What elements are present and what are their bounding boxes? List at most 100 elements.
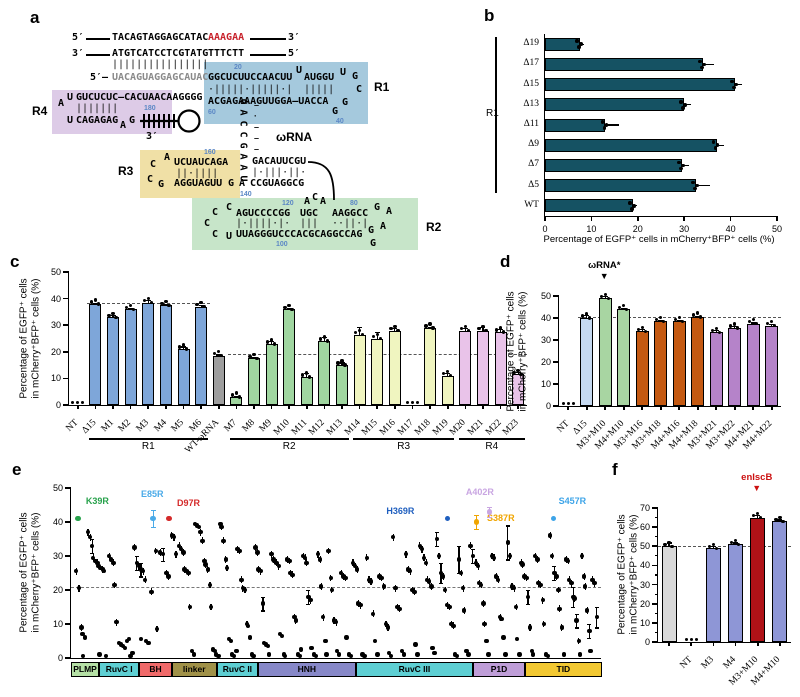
x-tick-label: 0 bbox=[542, 224, 548, 234]
bar-M2 bbox=[124, 309, 137, 405]
error-bar-cap bbox=[713, 330, 719, 332]
scatter-point bbox=[95, 560, 100, 565]
y-tick-mark bbox=[553, 405, 559, 407]
replicate-dot bbox=[679, 166, 683, 171]
bar-M4 bbox=[159, 305, 172, 405]
x-tick-mark bbox=[756, 642, 759, 646]
scatter-point bbox=[306, 594, 311, 599]
error-bar bbox=[586, 314, 588, 321]
x-tick-mark bbox=[94, 405, 97, 409]
sequence-text: |·|||·||· bbox=[252, 167, 307, 178]
scatter-point bbox=[79, 625, 84, 630]
sequence-text: C bbox=[226, 202, 233, 213]
region-label-R4: R4 bbox=[32, 104, 48, 118]
scatter-point bbox=[191, 652, 197, 657]
scatter-point bbox=[588, 649, 593, 654]
x-category-text: M4+M18 bbox=[667, 418, 701, 452]
replicate-dot bbox=[71, 401, 75, 405]
bar-M4+M10 bbox=[772, 521, 788, 642]
scatter-point bbox=[556, 587, 561, 593]
x-tick-mark bbox=[590, 216, 593, 221]
x-category-text: M15 bbox=[360, 417, 381, 438]
scatter-point bbox=[153, 548, 158, 554]
scatter-point bbox=[423, 560, 429, 565]
y-tick-label: 20 bbox=[50, 346, 61, 357]
y-tick-mark bbox=[553, 317, 559, 319]
x-tick-mark bbox=[499, 405, 502, 409]
y-category-label: Δ5 bbox=[528, 179, 539, 190]
sequence-text: 3′ bbox=[72, 48, 85, 59]
scatter-point bbox=[554, 574, 559, 579]
replicate-dot bbox=[734, 82, 739, 87]
replicate-dot bbox=[677, 315, 681, 319]
scatter-point bbox=[401, 652, 407, 657]
replicate-dot bbox=[360, 332, 365, 337]
replicate-dot bbox=[733, 322, 737, 326]
x-category-text: M5 bbox=[169, 417, 187, 435]
replicate-dot bbox=[237, 395, 242, 399]
error-bar bbox=[359, 326, 361, 338]
y-tick-mark bbox=[65, 487, 71, 489]
scatter-point bbox=[481, 601, 486, 606]
panel-d-letter: d bbox=[500, 252, 511, 271]
replicate-dot bbox=[713, 146, 718, 151]
group-label-R2: R2 bbox=[282, 441, 296, 452]
sequence-text: 3′ bbox=[146, 131, 159, 142]
y-tick-mark bbox=[652, 564, 658, 567]
y-axis-label: Percentage of EGFP⁺ cells in mCherry⁺BFP… bbox=[617, 490, 640, 660]
y-axis-label-line2: in mCherry⁺BFP⁺ cells (%) bbox=[30, 278, 41, 399]
sequence-text: G bbox=[228, 178, 235, 189]
scatter-point bbox=[491, 555, 497, 560]
sequence-text: 40 bbox=[336, 118, 344, 125]
strand-line bbox=[250, 54, 286, 56]
special-point-H369R bbox=[444, 515, 451, 522]
domain-plmp: PLMP bbox=[71, 662, 100, 677]
replicate-dot bbox=[81, 401, 85, 405]
scatter-point bbox=[279, 633, 285, 639]
x-tick-mark bbox=[217, 405, 220, 409]
scatter-point bbox=[339, 570, 344, 576]
x-tick-mark bbox=[659, 406, 662, 410]
y-minor-tick bbox=[655, 593, 658, 595]
sequence-text: TTTCTT bbox=[208, 48, 245, 59]
sequence-text: 140 bbox=[240, 191, 252, 198]
x-category-text: M3+M21 bbox=[686, 418, 720, 452]
sequence-text: AGGUAGUU bbox=[174, 178, 223, 189]
error-cap bbox=[90, 552, 95, 554]
error-bar-cap bbox=[233, 395, 239, 397]
special-point-label-A402R: A402R bbox=[465, 487, 494, 498]
error-cap bbox=[505, 525, 510, 527]
sequence-text: G bbox=[352, 71, 359, 82]
scatter-point bbox=[315, 552, 321, 557]
scatter-point bbox=[207, 582, 213, 588]
scatter-point bbox=[130, 650, 135, 656]
replicate-dot bbox=[662, 319, 666, 323]
y-tick-label: 20 bbox=[540, 357, 551, 367]
panel-c-letter: c bbox=[10, 252, 20, 271]
replicate-dot bbox=[670, 544, 674, 548]
error-bar-cap bbox=[445, 373, 451, 375]
replicate-dot bbox=[272, 342, 277, 346]
replicate-dot bbox=[599, 294, 603, 298]
scatter-point bbox=[456, 557, 462, 562]
scatter-point bbox=[550, 553, 555, 559]
x-tick-mark bbox=[341, 405, 343, 409]
x-tick-label: 50 bbox=[771, 224, 782, 234]
domain-bh: BH bbox=[139, 662, 172, 677]
special-error-cap bbox=[150, 510, 156, 512]
scatter-point bbox=[274, 560, 279, 565]
replicate-dot bbox=[588, 316, 592, 320]
sequence-text: AGUCCCCGG bbox=[236, 208, 291, 219]
replicate-dot bbox=[318, 337, 323, 341]
sequence-text: |||||||||||||||| bbox=[112, 59, 209, 70]
scatter-point bbox=[559, 625, 564, 630]
scatter-point bbox=[181, 550, 186, 555]
pairing-mark: – bbox=[254, 100, 260, 110]
scatter-point bbox=[565, 558, 571, 564]
sequence-text: C bbox=[150, 159, 157, 170]
x-category-text: M11 bbox=[290, 417, 310, 438]
replicate-dot bbox=[484, 328, 488, 333]
replicate-dot bbox=[325, 339, 330, 343]
special-point-S457R bbox=[550, 515, 557, 522]
